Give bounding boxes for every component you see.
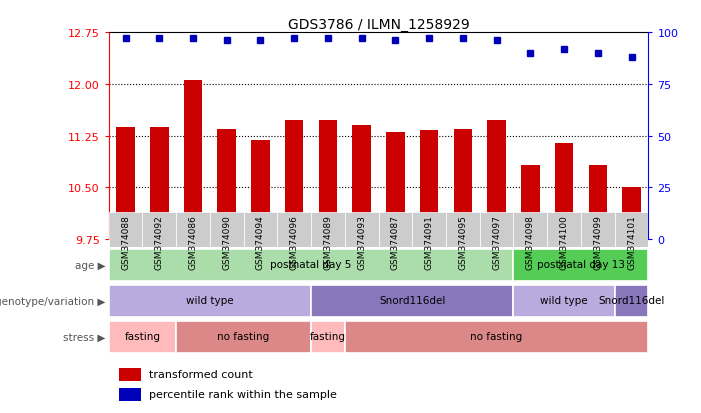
Bar <box>353 126 371 240</box>
Text: GSM374088: GSM374088 <box>121 214 130 269</box>
Title: GDS3786 / ILMN_1258929: GDS3786 / ILMN_1258929 <box>287 18 470 32</box>
Text: Snord116del: Snord116del <box>599 296 665 306</box>
Bar <box>210 213 244 248</box>
Bar <box>217 129 236 240</box>
Bar <box>589 166 607 240</box>
Bar <box>116 127 135 240</box>
Text: stress ▶: stress ▶ <box>63 332 105 342</box>
Bar <box>554 143 573 240</box>
Bar <box>487 121 506 240</box>
Text: GSM374087: GSM374087 <box>391 214 400 269</box>
Bar <box>311 321 345 353</box>
Bar <box>479 213 514 248</box>
Text: fasting: fasting <box>310 332 346 342</box>
Text: GSM374101: GSM374101 <box>627 214 636 269</box>
Bar <box>184 81 203 240</box>
Bar <box>514 213 547 248</box>
Text: GSM374089: GSM374089 <box>323 214 332 269</box>
Text: wild type: wild type <box>540 296 588 306</box>
Text: GSM374098: GSM374098 <box>526 214 535 269</box>
Text: GSM374100: GSM374100 <box>559 214 569 269</box>
Bar <box>109 321 176 353</box>
Bar <box>521 165 540 240</box>
Bar <box>547 213 581 248</box>
Text: fasting: fasting <box>124 332 161 342</box>
Bar <box>581 213 615 248</box>
Text: no fasting: no fasting <box>217 332 270 342</box>
Bar <box>412 213 446 248</box>
Bar <box>109 213 142 248</box>
Bar <box>514 249 648 281</box>
Bar <box>142 213 176 248</box>
Text: no fasting: no fasting <box>470 332 523 342</box>
Bar <box>311 285 514 317</box>
Text: percentile rank within the sample: percentile rank within the sample <box>149 389 337 399</box>
Bar <box>176 321 311 353</box>
Text: GSM374096: GSM374096 <box>290 214 299 269</box>
Text: GSM374099: GSM374099 <box>593 214 602 269</box>
Text: GSM374090: GSM374090 <box>222 214 231 269</box>
Bar <box>454 129 472 240</box>
Bar <box>319 121 337 240</box>
Bar <box>615 213 648 248</box>
Text: postnatal day 13: postnatal day 13 <box>537 260 625 270</box>
Text: GSM374091: GSM374091 <box>425 214 434 269</box>
Text: GSM374086: GSM374086 <box>189 214 198 269</box>
Text: wild type: wild type <box>186 296 233 306</box>
Text: Snord116del: Snord116del <box>379 296 445 306</box>
Bar <box>119 388 141 401</box>
Bar <box>244 213 278 248</box>
Bar <box>420 131 438 240</box>
Bar <box>446 213 479 248</box>
Bar <box>150 127 168 240</box>
Text: age ▶: age ▶ <box>74 260 105 271</box>
Bar <box>379 213 412 248</box>
Text: transformed count: transformed count <box>149 369 253 379</box>
Text: GSM374094: GSM374094 <box>256 214 265 269</box>
Text: genotype/variation ▶: genotype/variation ▶ <box>0 296 105 306</box>
Text: GSM374095: GSM374095 <box>458 214 468 269</box>
Text: postnatal day 5: postnatal day 5 <box>271 260 352 270</box>
Bar <box>109 285 311 317</box>
Bar <box>615 285 648 317</box>
Text: GSM374092: GSM374092 <box>155 214 164 269</box>
Bar <box>311 213 345 248</box>
Bar <box>622 188 641 240</box>
Bar <box>251 140 270 240</box>
Bar <box>514 285 615 317</box>
Bar <box>386 133 404 240</box>
Bar <box>285 121 304 240</box>
Bar <box>109 249 514 281</box>
Bar <box>278 213 311 248</box>
Bar <box>345 213 379 248</box>
Bar <box>345 321 648 353</box>
Bar <box>176 213 210 248</box>
Text: GSM374097: GSM374097 <box>492 214 501 269</box>
Bar <box>119 368 141 381</box>
Text: GSM374093: GSM374093 <box>358 214 366 269</box>
